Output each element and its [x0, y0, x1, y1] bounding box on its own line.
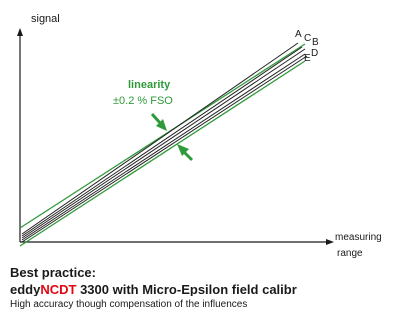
product-line: eddyNCDT 3300 with Micro-Epsilon field c…: [10, 283, 400, 296]
curve-label-b: B: [312, 37, 319, 48]
upper-arrow-icon: [150, 112, 167, 131]
linearity-label: linearity: [128, 79, 171, 91]
y-axis-label: signal: [31, 13, 60, 25]
tolerance-lower-line: [19, 60, 306, 247]
curve-line-d: [21, 55, 308, 243]
caption-subtext: High accuracy though compensation of the…: [10, 299, 248, 310]
curve-label-d: D: [311, 48, 318, 59]
x-axis-label-line1: measuring: [335, 232, 382, 243]
product-prefix: eddy: [10, 283, 41, 296]
lower-arrow-icon: [177, 144, 194, 162]
curve-label-e: E: [304, 53, 311, 64]
curve-line-a: [21, 42, 299, 235]
curve-label-a: A: [295, 29, 302, 40]
curve-line-b: [21, 48, 306, 239]
product-suffix: 3300 with Micro-Epsilon field calibr: [76, 283, 297, 296]
curve-label-c: C: [304, 33, 311, 44]
curve-line-c: [21, 46, 303, 237]
tolerance-upper-line: [19, 43, 306, 229]
curve-line-e: [21, 53, 306, 241]
linearity-value: ±0.2 % FSO: [113, 95, 173, 107]
best-practice-heading: Best practice:: [10, 265, 96, 280]
x-axis-label-line2: range: [337, 248, 363, 259]
product-brand: NCDT: [40, 283, 77, 296]
